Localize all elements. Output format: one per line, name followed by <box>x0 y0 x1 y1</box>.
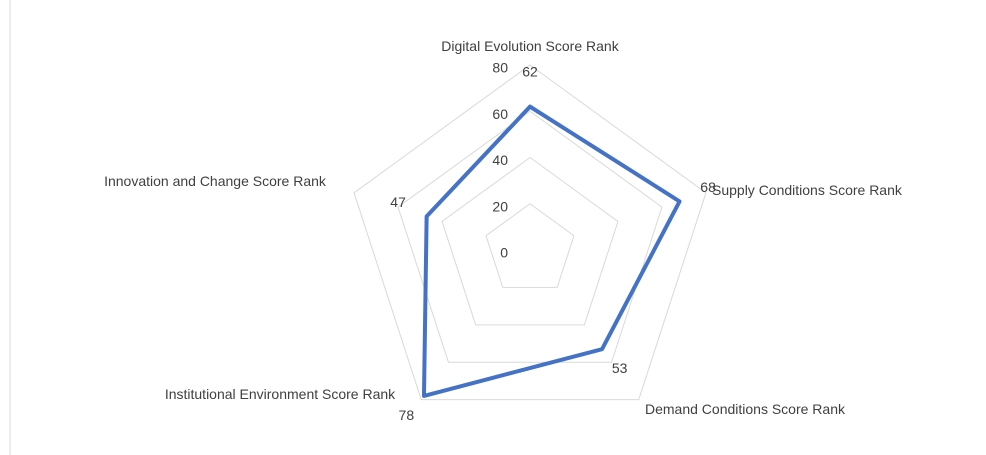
category-label: Demand Conditions Score Rank <box>645 401 845 417</box>
category-label: Institutional Environment Score Rank <box>164 386 396 402</box>
r-tick-label: 20 <box>492 198 508 214</box>
r-tick-label: 80 <box>492 60 508 76</box>
category-label: Innovation and Change Score Rank <box>104 173 326 189</box>
grid-ring <box>397 110 663 363</box>
grid-ring <box>441 156 619 326</box>
series-line <box>421 104 682 398</box>
category-label: Supply Conditions Score Rank <box>712 182 902 198</box>
grid-ring <box>485 203 575 288</box>
data-label: 47 <box>390 194 406 210</box>
data-label: 78 <box>399 407 415 423</box>
category-label: Digital Evolution Score Rank <box>441 38 619 54</box>
r-tick-label: 0 <box>500 245 508 261</box>
data-label: 68 <box>700 179 716 195</box>
grid-ring <box>353 64 707 401</box>
data-label: 62 <box>522 63 538 79</box>
r-tick-label: 60 <box>492 106 508 122</box>
data-label: 53 <box>612 360 628 376</box>
r-tick-label: 40 <box>492 152 508 168</box>
